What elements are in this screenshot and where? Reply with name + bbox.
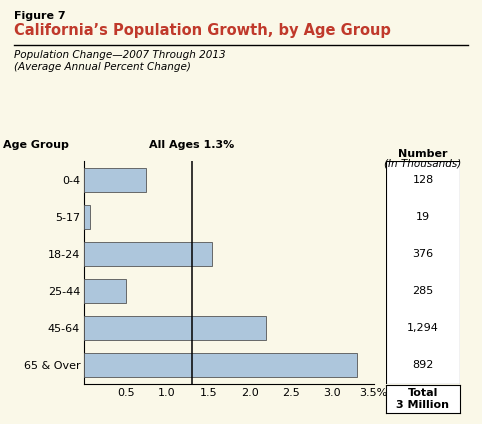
Text: Age Group: Age Group: [3, 140, 69, 150]
Text: 1,294: 1,294: [407, 323, 439, 333]
Text: Figure 7: Figure 7: [14, 11, 66, 21]
Bar: [84, 205, 90, 229]
Text: 19: 19: [416, 212, 430, 222]
Text: 892: 892: [412, 360, 434, 370]
Text: Total
3 Million: Total 3 Million: [397, 388, 449, 410]
Bar: [84, 316, 266, 340]
Bar: [84, 242, 213, 266]
Bar: [84, 353, 357, 377]
Bar: [84, 167, 147, 192]
Text: 128: 128: [412, 175, 434, 185]
Bar: [84, 279, 126, 303]
Text: All Ages 1.3%: All Ages 1.3%: [149, 140, 234, 150]
Text: Population Change—2007 Through 2013
(Average Annual Percent Change): Population Change—2007 Through 2013 (Ave…: [14, 50, 226, 72]
Text: California’s Population Growth, by Age Group: California’s Population Growth, by Age G…: [14, 23, 391, 38]
Text: 376: 376: [413, 249, 433, 259]
Text: 285: 285: [412, 286, 434, 296]
Text: (In Thousands): (In Thousands): [384, 159, 462, 169]
Text: Number: Number: [398, 149, 448, 159]
